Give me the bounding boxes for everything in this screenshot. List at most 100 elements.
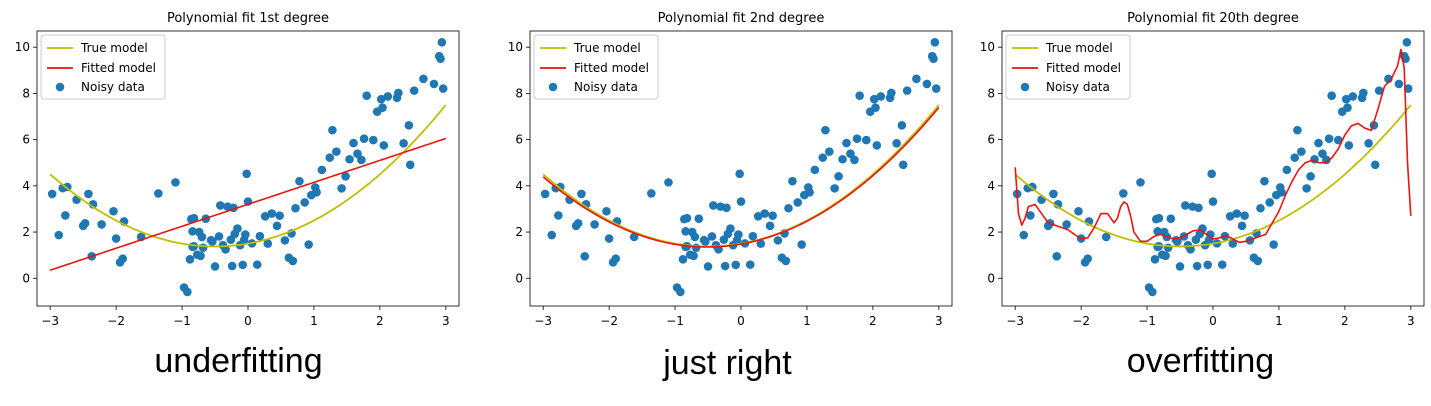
y-tick-label: 10	[980, 40, 995, 54]
data-point	[368, 135, 378, 145]
data-point	[437, 38, 447, 47]
x-tick-label: −2	[600, 314, 618, 328]
data-point	[1314, 138, 1323, 148]
x-tick-label: 1	[310, 314, 318, 328]
data-point	[242, 169, 251, 179]
data-point	[1344, 141, 1354, 150]
legend-label-noisy-data: Noisy data	[81, 80, 145, 94]
data-point	[288, 256, 298, 266]
panel-just-right: Polynomial fit 2nd degree −3 −2 −1 0 1 2 3 0 2 4 6 8…	[489, 0, 966, 406]
legend-swatch-noisy-data	[1020, 82, 1030, 92]
data-point	[189, 213, 199, 223]
data-point	[337, 184, 346, 193]
data-point	[1154, 213, 1164, 223]
caption-underfitting: underfitting	[154, 342, 323, 380]
data-point	[267, 209, 277, 218]
data-point	[272, 221, 282, 231]
data-point	[1166, 214, 1176, 223]
caption-overfitting: overfitting	[1126, 342, 1275, 380]
legend-label-true-model: True model	[80, 41, 148, 55]
data-point	[436, 54, 445, 64]
x-tick-label: −3	[534, 314, 552, 328]
data-point	[216, 201, 225, 210]
data-point	[678, 255, 688, 264]
x-tick-label: −1	[173, 314, 191, 328]
data-point	[1253, 256, 1263, 266]
x-tick-label: 2	[1341, 314, 1349, 328]
data-point	[781, 256, 791, 266]
data-point	[1052, 252, 1062, 261]
legend: True model Fitted model Noisy data	[40, 34, 166, 100]
x-tick-label: 0	[244, 314, 252, 328]
data-point	[1341, 94, 1351, 104]
noisy-data-series	[47, 38, 448, 297]
data-point	[912, 74, 921, 84]
data-point	[84, 189, 93, 199]
panel-underfitting: Polynomial fit 1st degree −3 −2 −1 0 1 2 3 0 2 4 6 8…	[0, 0, 477, 406]
data-point	[304, 240, 313, 249]
legend-label-noisy-data: Noisy data	[1046, 80, 1110, 94]
data-point	[876, 92, 886, 101]
legend-label-fitted-model: Fitted model	[1046, 61, 1121, 75]
data-point	[1175, 262, 1185, 271]
data-point	[682, 213, 692, 223]
data-point	[788, 176, 797, 186]
y-tick-label: 8	[987, 86, 995, 100]
y-tick-label: 8	[22, 86, 30, 100]
data-point	[736, 197, 746, 206]
data-point	[1161, 251, 1170, 261]
chart-title: Polynomial fit 2nd degree	[658, 11, 825, 26]
data-point	[185, 255, 195, 264]
data-point	[1148, 287, 1157, 297]
data-point	[676, 287, 685, 297]
data-point	[1277, 188, 1286, 197]
data-point	[238, 260, 248, 270]
data-point	[898, 160, 908, 170]
legend: True model Fitted model Noisy data	[1005, 34, 1131, 100]
data-point	[793, 198, 803, 207]
x-tick-label: 3	[442, 314, 450, 328]
data-point	[1364, 139, 1373, 148]
data-point	[295, 176, 304, 186]
data-point	[892, 139, 901, 148]
x-tick-label: 0	[737, 314, 745, 328]
data-point	[47, 189, 57, 199]
data-point	[929, 54, 938, 64]
data-point	[419, 74, 428, 84]
fitted-model-line	[542, 106, 940, 248]
data-point	[349, 138, 358, 148]
legend-label-fitted-model: Fitted model	[574, 61, 649, 75]
data-point	[341, 172, 350, 181]
data-point	[404, 120, 414, 130]
data-point	[611, 254, 621, 263]
y-tick-label: 6	[22, 133, 30, 147]
data-point	[1403, 84, 1413, 93]
data-point	[701, 237, 710, 246]
data-point	[805, 188, 814, 197]
data-point	[1374, 86, 1384, 95]
y-tick-label: 6	[987, 133, 995, 147]
data-point	[208, 237, 217, 246]
data-point	[1163, 243, 1173, 253]
data-point	[691, 243, 701, 253]
data-point	[1318, 149, 1327, 159]
data-point	[227, 261, 237, 271]
data-point	[765, 221, 775, 231]
data-point	[760, 209, 770, 218]
x-tick-label: 1	[1275, 314, 1283, 328]
legend-label-true-model: True model	[573, 41, 641, 55]
data-point	[821, 125, 830, 135]
data-point	[1260, 176, 1269, 186]
data-point	[255, 231, 265, 241]
data-point	[834, 172, 843, 181]
data-point	[1181, 201, 1190, 210]
y-tick-label: 2	[515, 225, 523, 239]
data-point	[111, 234, 121, 243]
data-point	[784, 203, 793, 213]
data-point	[825, 147, 834, 156]
data-point	[604, 234, 614, 243]
data-point	[577, 189, 586, 199]
data-point	[1290, 153, 1300, 162]
data-point	[300, 198, 310, 207]
data-point	[210, 262, 220, 271]
